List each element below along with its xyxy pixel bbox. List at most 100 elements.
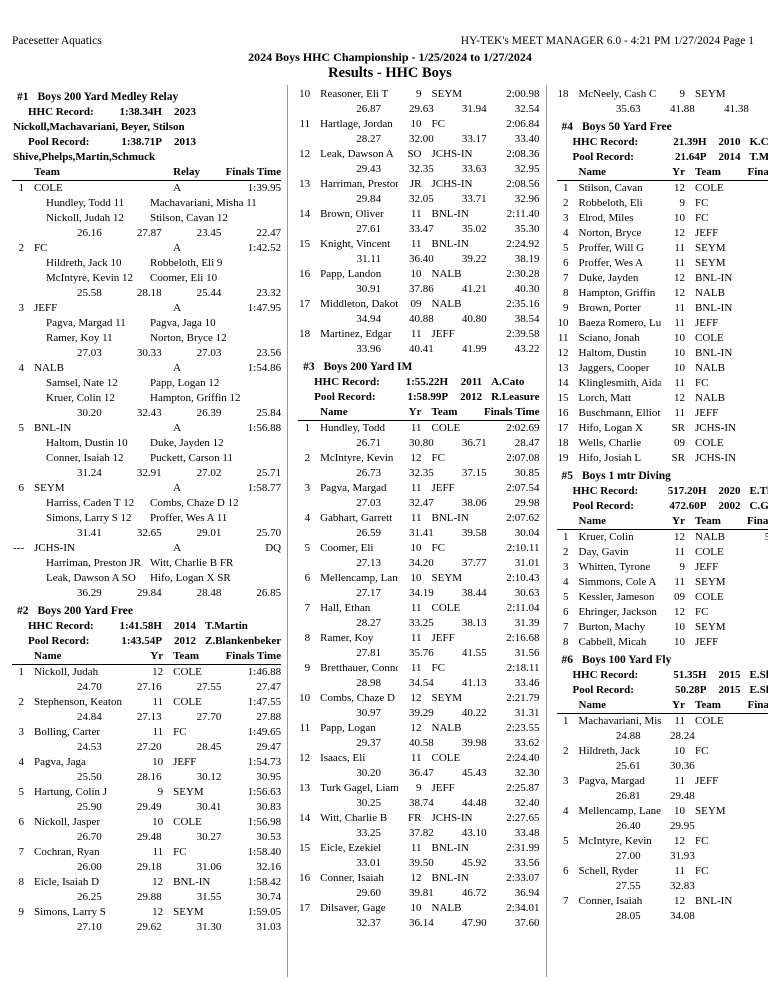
splits-row: 26.16 27.87 23.45 22.47 [42, 226, 281, 241]
split-time: 26.71 [356, 437, 381, 449]
place: 4 [563, 227, 569, 239]
split-time: 24.88 [615, 730, 641, 742]
record-holder: T.Martin [205, 620, 248, 632]
team-code: NALB [695, 287, 725, 299]
result-entry: 9 Brown, Porter 11 BNL-IN 26.30 [557, 301, 768, 316]
swimmer-name: McIntyre, Kevin [320, 452, 394, 464]
record-line: Pool Record: 472.60P 2002 C.Glass [557, 499, 768, 514]
relay-swimmer: Hifo, Logan X SR [150, 572, 231, 584]
result-entry: 2 Stephenson, Keaton 11 COLE 1:47.55 24.84 27.… [12, 695, 282, 725]
splits-row: 26.70 29.48 30.27 30.53 [42, 830, 281, 845]
relay-team-name: JCHS-IN [34, 542, 75, 554]
place: 6 [18, 816, 25, 828]
swimmer-name: Conner, Isaiah [320, 872, 384, 884]
split-time: 25.90 [77, 801, 102, 813]
splits-row: 28.27 33.25 38.13 31.39 [328, 616, 539, 631]
relay-letter: A [173, 542, 182, 554]
swimmer-name: Eicle, Isaiah D [34, 876, 100, 888]
header-name: Name [578, 166, 607, 178]
splits-row: 27.17 34.19 38.44 30.63 [328, 586, 539, 601]
swimmer-name: Isaacs, Eli [320, 752, 366, 764]
split-time: 35.02 [461, 223, 487, 235]
relay-swimmer: Samsel, Nate 12 [46, 377, 118, 389]
place: 16 [299, 872, 311, 884]
place: 13 [299, 178, 311, 190]
place: 16 [299, 268, 311, 280]
result-row: 11 Hartlage, Jordan 10 FC 2:06.84 [298, 117, 540, 132]
header-place-spacer [12, 165, 28, 180]
swimmer-year: 11 [152, 846, 164, 858]
split-time [749, 909, 768, 924]
team-code: BNL-IN [695, 895, 733, 907]
splits-row: 33.01 39.50 45.92 33.56 [328, 856, 539, 871]
relay-row: 4 NALB A 1:54.86 [12, 361, 282, 376]
relay-swimmer: Duke, Jayden 12 [150, 437, 224, 449]
relay-swimmer: Nickoll, Judah 12 [46, 212, 124, 224]
team-code: JCHS-IN [431, 178, 473, 190]
split-time: 32.00 [409, 133, 434, 145]
header-finals: Finals Time [483, 406, 540, 418]
relay-swimmer: Robbeloth, Eli 9 [150, 257, 223, 269]
swimmer-name: Norton, Bryce [578, 227, 642, 239]
swimmer-name: Witt, Charlie B [320, 812, 388, 824]
swimmer-name: Proffer, Wes A [578, 257, 644, 269]
split-time: 28.16 [136, 771, 162, 783]
place: 18 [299, 328, 311, 340]
swimmer-year: 9 [157, 786, 164, 798]
place: 8 [563, 636, 569, 648]
split-time: 29.18 [136, 861, 162, 873]
finals-time: 1:46.88 [247, 666, 282, 678]
event-name: Boys 50 Yard Free [582, 121, 672, 133]
result-entry: 15 Eicle, Ezekiel 11 BNL-IN 2:31.99 33.01 39.5… [298, 841, 539, 871]
result-entry: 3 Pagva, Margad 11 JEFF 2:07.54 27.03 32.47 38.… [298, 481, 540, 511]
split-time: 23.32 [256, 287, 282, 299]
finals-time: 2:08.36 [506, 148, 540, 160]
relay-team-name: JEFF [34, 302, 58, 314]
result-entry: 13 Jaggers, Cooper 10 NALB 27.36 [557, 361, 768, 376]
results-columns: #1 Boys 200 Yard Medley Relay HHC Record: 1… [12, 85, 768, 977]
splits-row: 27.00 31.93 [587, 849, 768, 864]
split-time: 25.58 [77, 287, 102, 299]
facility-name: Pacesetter Aquatics [12, 35, 102, 47]
split-time: 27.81 [356, 647, 381, 659]
record-line: Pool Record: 21.64P 2014 T.Martin [557, 150, 768, 165]
splits-row: 31.41 32.65 29.01 25.70 [42, 526, 281, 541]
relay-swimmers: Samsel, Nate 12 Papp, Logan 12 Kruer, Coli… [46, 376, 281, 406]
record-line: Pool Record: 1:38.71P 2013 [12, 135, 281, 150]
record-year: 2002 [718, 500, 741, 512]
header-place-spacer [557, 165, 573, 180]
event-title: #6 Boys 100 Yard Fly [562, 653, 768, 668]
swimmer-year: 12 [410, 452, 422, 464]
team-code: SEYM [695, 576, 726, 588]
finals-time: 2:11.04 [506, 602, 540, 614]
swimmer-name: Nickoll, Jasper [34, 816, 100, 828]
finals-time: 465.20 [747, 545, 768, 560]
header-finals: Finals Time [225, 650, 282, 662]
result-entry: 3 Pagva, Margad 11 JEFF 56.29 26.81 29.48 [557, 774, 768, 804]
team-code: JEFF [695, 227, 719, 239]
event-name: Boys 200 Yard Free [37, 605, 134, 617]
team-code: SEYM [695, 88, 726, 100]
result-entry: 2 Day, Gavin 11 COLE 465.20 [557, 545, 768, 560]
result-row: 8 Ramer, Koy 11 JEFF 2:16.68 [298, 631, 540, 646]
swimmer-year: 12 [674, 392, 685, 404]
swimmer-year: 11 [410, 422, 422, 434]
result-row: 2 Robbeloth, Eli 9 FC 23.08 [557, 196, 768, 211]
swimmer-name: Ehringer, Jackson [578, 606, 657, 618]
event-title: #4 Boys 50 Yard Free [562, 120, 768, 135]
header-finals: Finals Score [747, 515, 768, 527]
place: 3 [563, 212, 569, 224]
split-time [695, 879, 749, 894]
record-label: HHC Record: [572, 136, 639, 148]
table-header: Name Yr Team Finals Score [556, 514, 768, 530]
split-time: 41.13 [461, 677, 487, 689]
result-row: 2 Stephenson, Keaton 11 COLE 1:47.55 [12, 695, 282, 710]
record-mark: 50.28P [675, 684, 707, 696]
split-time: 26.16 [77, 227, 102, 239]
split-time: 28.48 [196, 587, 222, 599]
split-time: 32.16 [256, 861, 282, 873]
split-time: 23.56 [256, 347, 282, 359]
split-time: 33.40 [514, 133, 540, 145]
spacer [139, 361, 163, 376]
result-entry: 12 Haltom, Dustin 10 BNL-IN 26.99 [557, 346, 768, 361]
